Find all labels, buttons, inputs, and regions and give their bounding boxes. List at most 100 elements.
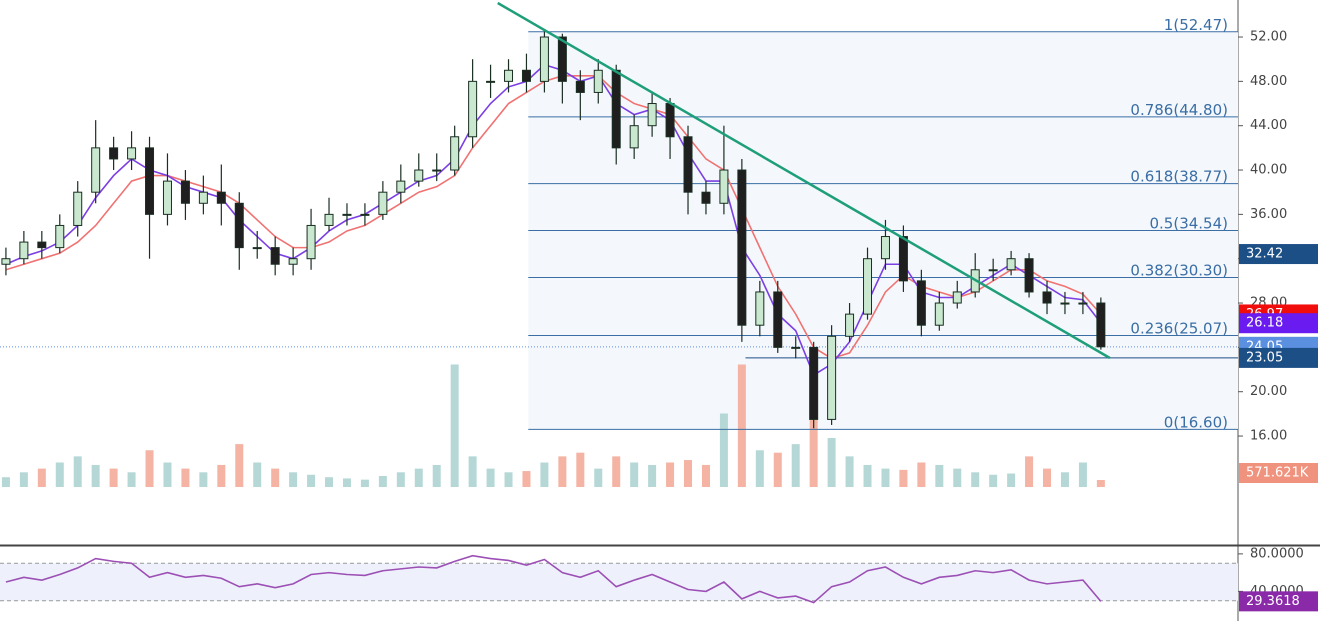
price-badge-label: 32.42 [1246,247,1283,262]
candle-body [270,247,280,265]
candle-body [216,191,226,204]
price-badge [1239,313,1318,334]
volume-bar [522,471,531,487]
candle-body [719,169,729,204]
volume-bar [863,464,872,487]
volume-bar [737,364,746,487]
candle-body [1060,302,1070,305]
rsi-badge-label: 29.3618 [1246,594,1300,609]
price-badge-label: 23.05 [1246,350,1283,365]
candle-body [396,180,406,193]
y-tick-label: 44.00 [1250,118,1287,133]
candle-body [414,169,424,182]
candle-body [593,69,603,93]
candle-body [127,147,137,160]
volume-bar [881,468,890,487]
y-tick-label: 52.00 [1250,30,1287,45]
volume-bar [217,464,226,487]
candle-body [809,346,819,420]
candle-body [145,147,155,215]
candle-body [19,241,29,260]
volume-bar [235,444,244,487]
candle-body [755,291,765,326]
candle-body [773,291,783,348]
candle-body [252,247,262,250]
volume-bar [630,462,639,487]
volume-bar [181,468,190,487]
candle-body [845,313,855,337]
volume-bar [486,468,495,487]
volume-bar [845,456,854,487]
price-badge-label: 26.18 [1246,316,1283,331]
volume-bar [1025,456,1034,487]
candle-body [109,147,119,160]
candle-body [629,125,639,149]
volume-bar [271,468,280,487]
candle-body [988,269,998,272]
y-tick-label: 20.00 [1250,384,1287,399]
volume-bar [917,462,926,487]
volume-bar [576,452,585,487]
candle-body [180,180,190,204]
candle-body [1006,258,1016,271]
candle-body [55,224,65,249]
volume-bar [1,477,10,487]
candle-body [162,180,172,215]
volume-bar [1060,472,1069,487]
volume-bar [360,479,369,487]
rsi-tick-label: 80.0000 [1250,546,1304,561]
volume-bar [899,469,908,487]
volume-bar [612,456,621,487]
candle-body [1096,302,1106,348]
candle-body [360,213,370,216]
volume-bar [953,468,962,487]
y-tick-label: 16.00 [1250,429,1287,444]
volume-bar [648,464,657,487]
fib-label: 0.5(34.54) [1149,215,1228,233]
volume-bar [19,472,28,487]
y-tick-label: 36.00 [1250,207,1287,222]
volume-bar [827,438,836,487]
volume-bar [701,464,710,487]
y-tick-label: 48.00 [1250,74,1287,89]
candle-body [468,80,478,138]
candle-body [647,103,657,127]
volume-bar [1007,473,1016,487]
volume-bar [935,464,944,487]
fib-label: 0.382(30.30) [1130,262,1228,280]
fib-label: 0(16.60) [1164,413,1228,431]
volume-bar [432,464,441,487]
volume-bar [396,472,405,487]
volume-bar [109,468,118,487]
candle-body [916,280,926,326]
volume-bar [594,468,603,487]
candle-body [791,346,801,349]
candle-body [73,191,83,226]
candle-body [575,80,585,93]
candle-body [306,224,316,260]
candle-body [521,69,531,82]
volume-bar [289,472,298,487]
volume-bar [307,474,316,487]
candle-body [1078,302,1088,305]
candle-body [737,169,747,326]
candle-body [450,136,460,171]
volume-bar [666,462,675,487]
candle-body [378,191,388,215]
fib-label: 0.786(44.80) [1130,101,1228,119]
candle-body [486,80,496,83]
candle-body [234,202,244,249]
candle-body [827,335,837,420]
volume-bar [37,468,46,487]
price-badge [1239,244,1318,265]
volume-bar [791,444,800,487]
volume-bar [719,413,728,487]
candle-body [863,258,873,315]
price-badge-label: 571.621K [1246,465,1309,480]
volume-bar [971,472,980,487]
candle-body [198,191,208,204]
candle-body [504,69,514,82]
volume-bar [1096,479,1105,487]
volume-bar [378,475,387,487]
